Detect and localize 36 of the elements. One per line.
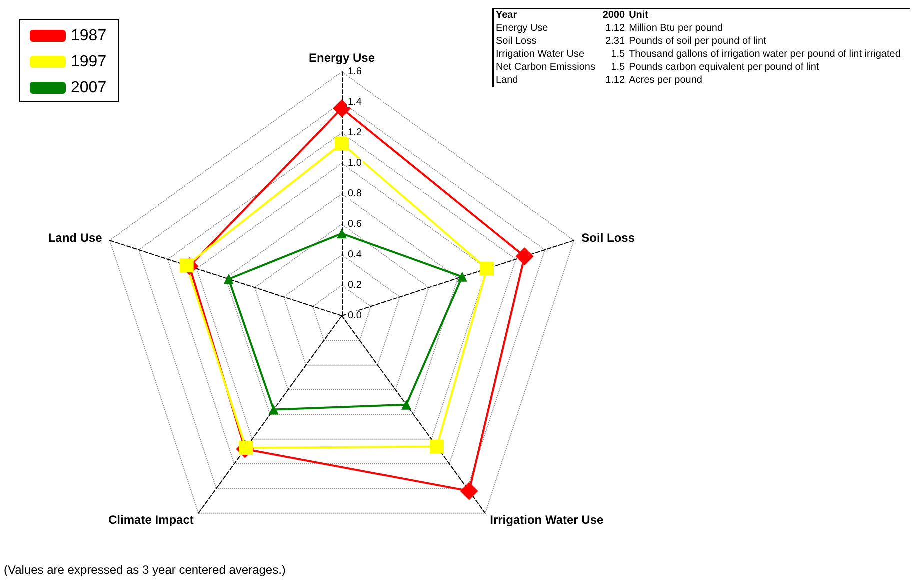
legend-label: 1997 <box>71 54 107 70</box>
text: 1.12 <box>604 22 626 35</box>
text: Thousand gallons of irrigation water per pound of lint irrigated <box>628 48 902 61</box>
text: 1.12 <box>604 74 626 87</box>
text: Unit <box>628 9 650 22</box>
text: 1.5 <box>610 48 626 61</box>
spoke-label: Irrigation Water Use <box>490 512 604 527</box>
text: 2000 <box>602 9 626 22</box>
spoke-label: Energy Use <box>308 51 376 65</box>
y-tick-label: 0.0 <box>348 310 362 322</box>
text: 1.5 <box>610 61 626 74</box>
y-tick-label: 0.8 <box>348 188 362 200</box>
spoke-label: Climate Impact <box>108 512 194 527</box>
spoke-label: Land Use <box>48 231 103 246</box>
text: Net Carbon Emissions <box>495 61 596 74</box>
text: Irrigation Water Use <box>495 48 586 61</box>
legend-label: 2007 <box>71 80 107 96</box>
y-tick-label: 1.4 <box>348 97 362 108</box>
text: Pounds carbon equivalent per pound of lint <box>628 61 820 74</box>
text: Acres per pound <box>628 74 704 87</box>
y-tick-label: 1.0 <box>348 158 362 169</box>
legend-label: 1987 <box>71 28 107 44</box>
text: Year <box>495 9 518 22</box>
spoke-label: Soil Loss <box>582 231 636 246</box>
y-tick-label: 0.6 <box>348 219 362 230</box>
text: Land <box>495 74 520 87</box>
text: Pounds of soil per pound of lint <box>628 35 768 48</box>
y-tick-label: 1.2 <box>348 128 362 138</box>
text: 2.31 <box>604 35 626 48</box>
text: Energy Use <box>495 22 550 35</box>
y-tick-label: 0.2 <box>348 280 362 291</box>
y-tick-label: 1.6 <box>348 66 362 78</box>
text: Million Btu per pound <box>628 22 724 35</box>
y-tick-label: 0.4 <box>348 250 362 260</box>
text: Soil Loss <box>495 35 538 48</box>
text: (Values are expressed as 3 year centered averages.) <box>4 563 286 577</box>
